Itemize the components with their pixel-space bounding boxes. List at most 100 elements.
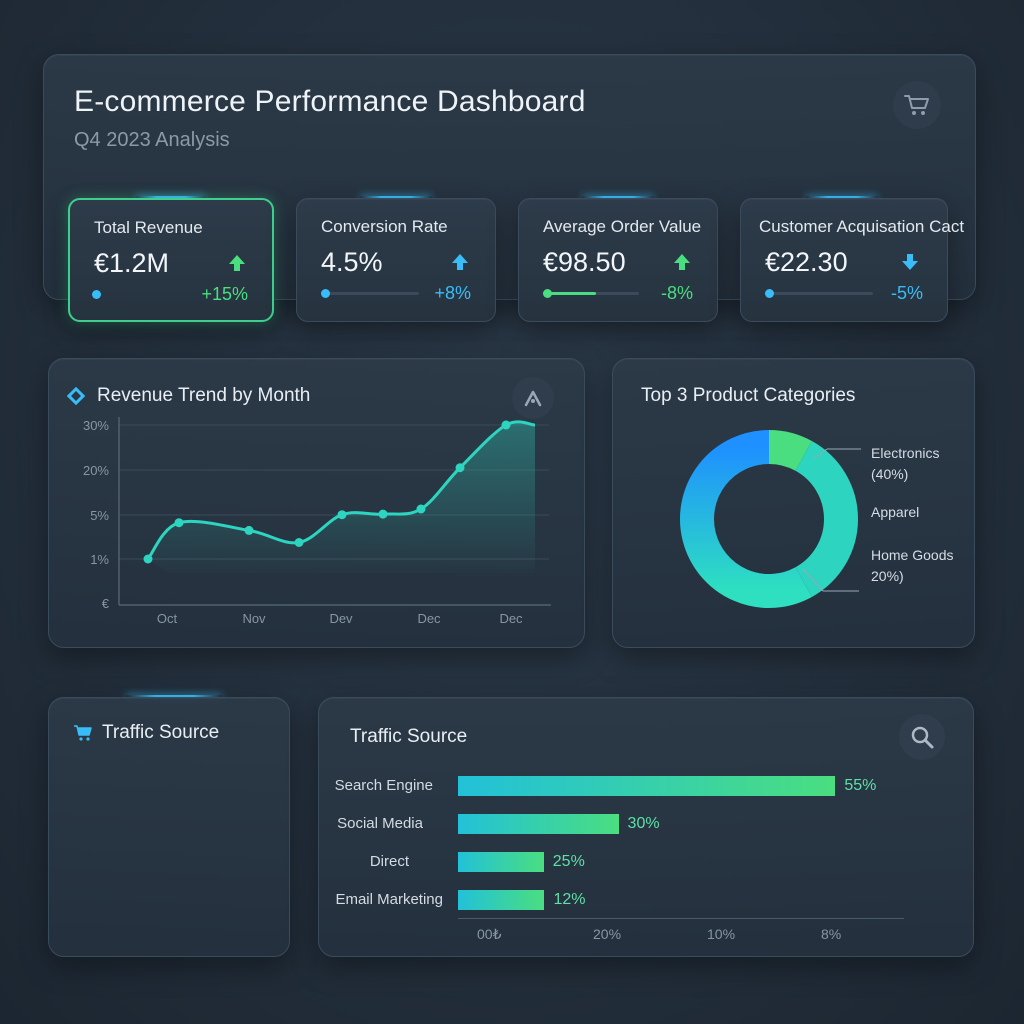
bar bbox=[458, 890, 545, 910]
x-tick-label: Dec bbox=[417, 611, 441, 626]
kpi-progress-fill bbox=[543, 292, 596, 295]
data-point bbox=[337, 510, 347, 520]
kpi-progress bbox=[543, 289, 639, 298]
revenue-area bbox=[148, 421, 535, 573]
bar-category-label: Social Media bbox=[337, 815, 423, 832]
bar bbox=[458, 814, 619, 834]
traffic-source-card: Traffic Source Search Engine 55% Social Me… bbox=[318, 697, 974, 957]
kpi-card-conversion-rate[interactable]: Conversion Rate 4.5% +8% bbox=[296, 198, 496, 322]
leader-line bbox=[812, 448, 828, 460]
x-axis bbox=[458, 918, 904, 919]
kpi-label: Total Revenue bbox=[94, 218, 203, 237]
analytics-button[interactable] bbox=[512, 377, 554, 419]
x-tick-label: Dev bbox=[329, 611, 353, 626]
legend-home-goods: Home Goods 20%) bbox=[871, 545, 953, 587]
legend-electronics: Electronics (40%) bbox=[871, 443, 939, 485]
legend-apparel: Apparel bbox=[871, 504, 919, 520]
bar-value-label: 12% bbox=[553, 891, 586, 908]
shopping-cart-icon bbox=[74, 725, 92, 741]
x-tick-label: 8% bbox=[821, 926, 842, 942]
traffic-bar-chart: Search Engine 55% Social Media 30% Direct 25%… bbox=[319, 698, 975, 958]
data-point bbox=[244, 525, 254, 535]
cart-button[interactable] bbox=[893, 81, 941, 129]
bar-value-label: 30% bbox=[627, 815, 660, 832]
kpi-card-total-revenue[interactable]: Total Revenue €1.2M +15% bbox=[68, 198, 274, 322]
card-glow bbox=[126, 695, 222, 698]
kpi-progress bbox=[321, 289, 419, 298]
y-tick-label: € bbox=[102, 596, 110, 611]
donut-slice bbox=[768, 430, 812, 472]
arrow-up-icon bbox=[452, 254, 468, 270]
legend-label: Home Goods bbox=[871, 547, 954, 563]
kpi-card-average-order-value[interactable]: Average Order Value €98.50 -8% bbox=[518, 198, 718, 322]
kpi-change: +8% bbox=[434, 283, 471, 303]
y-tick-label: 20% bbox=[83, 463, 109, 478]
y-tick-label: 30% bbox=[83, 418, 109, 433]
legend-label: Electronics bbox=[871, 445, 940, 461]
y-tick-label: 1% bbox=[90, 552, 109, 567]
bar-category-label: Email Marketing bbox=[335, 891, 443, 908]
categories-title: Top 3 Product Categories bbox=[641, 385, 856, 406]
kpi-card-customer-acquisition-cost[interactable]: Customer Acquisation Cact €22.30 -5% bbox=[740, 198, 964, 322]
y-tick-label: 5% bbox=[90, 508, 109, 523]
donut-slice bbox=[794, 441, 858, 597]
leader-line bbox=[802, 568, 824, 592]
x-tick-label: Dec bbox=[499, 611, 523, 626]
kpi-progress-dot bbox=[321, 289, 330, 298]
traffic-source-title: Traffic Source bbox=[350, 726, 468, 747]
kpi-label: Conversion Rate bbox=[321, 217, 448, 236]
kpi-progress-dot bbox=[765, 289, 774, 298]
categories-donut-chart bbox=[680, 430, 861, 608]
arrow-up-icon bbox=[229, 255, 245, 271]
kpi-progress-dot bbox=[92, 290, 101, 299]
arrow-up-icon bbox=[674, 254, 690, 270]
kpi-glow bbox=[582, 196, 654, 199]
revenue-trend-card: Revenue Trend by Month 30% 20% 5% 1% € Oct Nov… bbox=[48, 358, 585, 648]
search-button[interactable] bbox=[899, 714, 945, 760]
search-icon bbox=[911, 726, 934, 749]
kpi-glow bbox=[806, 196, 878, 199]
page-subtitle: Q4 2023 Analysis bbox=[74, 129, 230, 151]
bar-category-label: Search Engine bbox=[334, 777, 433, 794]
revenue-line bbox=[146, 420, 536, 560]
kpi-change: -5% bbox=[890, 283, 923, 303]
kpi-change: -8% bbox=[660, 283, 693, 303]
diamond-icon bbox=[67, 387, 85, 405]
kpi-progress bbox=[765, 289, 873, 298]
categories-card: Top 3 Product Categories Electronics (40… bbox=[612, 358, 975, 648]
kpi-progress-dot bbox=[543, 289, 552, 298]
legend-value: (40%) bbox=[871, 466, 909, 482]
kpi-label: Average Order Value bbox=[543, 217, 702, 236]
donut-slice bbox=[680, 430, 812, 608]
data-point bbox=[174, 518, 184, 528]
kpi-glow bbox=[136, 196, 206, 199]
data-point bbox=[501, 420, 511, 430]
revenue-trend-chart: 30% 20% 5% 1% € Oct Nov Dev Dec Dec bbox=[83, 417, 551, 626]
kpi-value: 4.5% bbox=[321, 247, 383, 277]
shopping-cart-icon bbox=[904, 95, 929, 115]
bar-category-label: Direct bbox=[369, 853, 409, 870]
x-tick-label: 20% bbox=[593, 926, 622, 942]
kpi-change: +15% bbox=[201, 284, 248, 304]
page-title: E-commerce Performance Dashboard bbox=[74, 85, 586, 118]
x-tick-label: 00₺ bbox=[477, 926, 502, 942]
data-point bbox=[378, 509, 388, 519]
data-point bbox=[416, 504, 426, 514]
x-tick-label: 10% bbox=[707, 926, 736, 942]
x-tick-label: Oct bbox=[157, 611, 178, 626]
bar bbox=[458, 852, 544, 872]
legend-value: 20%) bbox=[871, 568, 904, 584]
traffic-source-title: Traffic Source bbox=[102, 722, 220, 743]
data-point bbox=[455, 463, 465, 473]
bar-value-label: 25% bbox=[552, 853, 585, 870]
kpi-glow bbox=[360, 196, 432, 199]
revenue-trend-title: Revenue Trend by Month bbox=[97, 385, 311, 406]
data-point bbox=[143, 554, 153, 564]
traffic-source-card-left: Traffic Source bbox=[48, 697, 290, 957]
kpi-value: €22.30 bbox=[765, 247, 848, 277]
arrow-down-icon bbox=[902, 254, 918, 270]
bar bbox=[458, 776, 836, 796]
kpi-value: €1.2M bbox=[94, 248, 170, 278]
bar-value-label: 55% bbox=[844, 777, 877, 794]
legend-label: Apparel bbox=[871, 504, 920, 520]
